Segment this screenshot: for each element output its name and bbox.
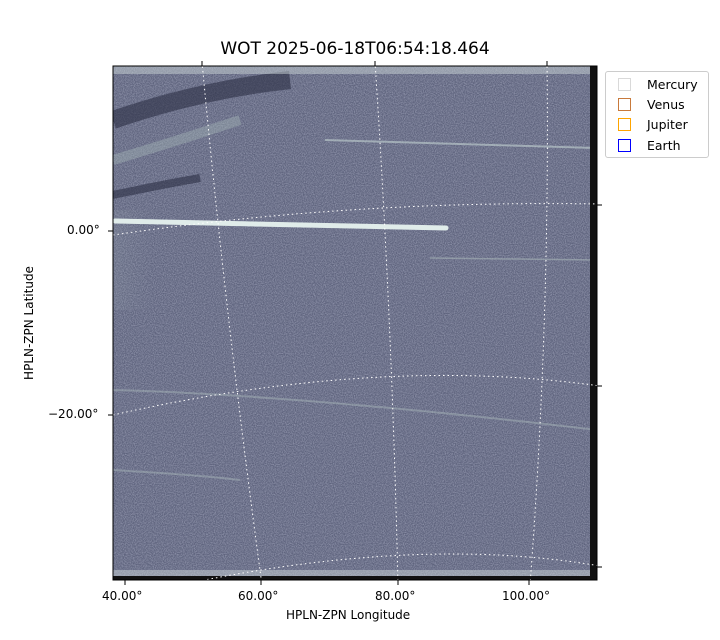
bright-streak [113,218,449,231]
grid-lat-0 [113,203,597,236]
legend-swatch [618,97,631,111]
grid-lon-60 [201,66,262,580]
image-noise [113,66,597,580]
x-tick-label: 100.00° [502,589,550,603]
legend-item-mercury: Mercury [618,74,698,94]
grid-lon-80 [374,66,399,580]
x-tick-label: 80.00° [375,589,416,603]
legend-label: Earth [647,137,681,153]
x-tick-label: 40.00° [102,589,143,603]
x-tick-label: 60.00° [238,589,279,603]
y-axis-label: HPLN-ZPN Latitude [21,266,36,380]
legend-item-earth: Earth [618,135,681,155]
y-tick-label: −20.00° [48,407,99,421]
legend-label: Jupiter [647,116,688,132]
legend-label: Venus [647,96,685,112]
grid-lon-100 [529,66,548,580]
grid-lat-minus40 [202,553,597,580]
y-tick-label: 0.00° [67,223,100,237]
legend-item-venus: Venus [618,94,685,114]
axes-frame [112,65,598,581]
legend-swatch [618,138,631,152]
legend-swatch [618,77,631,91]
legend-item-jupiter: Jupiter [618,114,688,134]
x-axis-label: HPLN-ZPN Longitude [286,608,411,622]
chart-title: WOT 2025-06-18T06:54:18.464 [220,39,490,59]
coordinate-grid [113,66,597,580]
legend-label: Mercury [647,76,698,92]
legend-swatch [618,117,631,131]
legend: Mercury Venus Jupiter Earth [605,71,709,158]
grid-lat-minus20 [113,374,597,416]
